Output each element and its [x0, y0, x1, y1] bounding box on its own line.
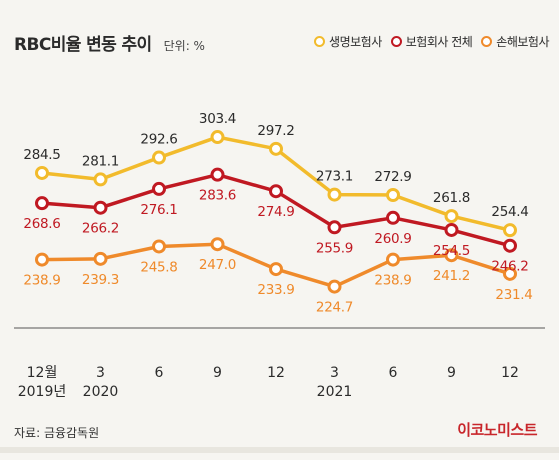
data-label: 246.2 — [491, 259, 528, 275]
data-point — [503, 223, 517, 238]
data-label: 281.1 — [82, 153, 119, 169]
data-point — [503, 238, 517, 253]
data-label: 245.8 — [140, 259, 177, 275]
data-point — [35, 196, 49, 211]
data-label: 274.9 — [257, 204, 294, 220]
data-point — [444, 222, 459, 237]
legend-item-nonlife: 손해보험사 — [481, 33, 549, 50]
data-point — [386, 187, 400, 202]
legend-label: 보험회사 전체 — [405, 35, 473, 49]
legend-marker-icon — [314, 36, 326, 47]
data-label: 273.1 — [316, 169, 353, 185]
data-point — [386, 252, 400, 267]
bottom-divider — [0, 447, 559, 453]
data-point — [269, 141, 283, 156]
legend-label: 손해보험사 — [496, 35, 549, 49]
data-label: 254.5 — [433, 243, 470, 259]
data-point — [269, 262, 283, 277]
data-point — [210, 167, 225, 182]
data-label: 238.9 — [23, 273, 60, 289]
data-label: 268.6 — [23, 216, 60, 232]
x-tick-label: 3 — [330, 365, 339, 381]
data-label: 238.9 — [374, 273, 411, 289]
data-point — [93, 251, 108, 266]
legend-label: 생명보험사 — [329, 35, 382, 49]
data-point — [35, 252, 49, 267]
data-label: 297.2 — [257, 123, 294, 139]
data-label: 292.6 — [140, 132, 177, 148]
data-point — [269, 184, 283, 199]
x-tick-label-year: 2020 — [83, 384, 119, 400]
x-tick-label-year: 2019년 — [18, 384, 67, 400]
data-label: 266.2 — [82, 221, 119, 237]
data-label: 284.5 — [23, 147, 60, 163]
data-label: 276.1 — [140, 202, 177, 218]
x-tick-label: 12 — [501, 365, 519, 381]
x-tick-label: 12월 — [27, 365, 58, 381]
x-tick-label: 12 — [267, 365, 285, 381]
data-point — [93, 172, 108, 187]
source-note: 자료: 금융감독원 — [14, 426, 100, 440]
x-tick-label: 6 — [389, 365, 398, 381]
x-tick-label: 9 — [447, 365, 456, 381]
data-point — [386, 210, 400, 225]
x-tick-label: 3 — [96, 365, 105, 381]
data-point — [444, 248, 459, 263]
data-point — [210, 237, 225, 252]
chart-title-row: RBC비율 변동 추이 단위: % — [14, 30, 205, 55]
data-point — [444, 209, 459, 224]
data-label: 261.8 — [433, 190, 470, 206]
data-label: 260.9 — [374, 231, 411, 247]
data-label: 239.3 — [82, 272, 119, 288]
chart-title: RBC비율 변동 추이 — [14, 35, 152, 55]
data-point — [327, 220, 342, 235]
data-label: 254.4 — [491, 204, 528, 220]
data-label: 233.9 — [257, 282, 294, 298]
data-label: 303.4 — [199, 111, 236, 127]
data-label: 247.0 — [199, 257, 236, 273]
unit-label: 단위: % — [163, 39, 205, 53]
data-label: 241.2 — [433, 268, 470, 284]
data-point — [152, 150, 166, 165]
legend-item-life: 생명보험사 — [314, 33, 382, 50]
legend-item-total: 보험회사 전체 — [390, 33, 473, 50]
legend-marker-icon — [390, 36, 402, 47]
data-point — [93, 200, 108, 215]
data-point — [210, 130, 225, 145]
data-point — [503, 266, 517, 281]
data-point — [327, 187, 342, 202]
data-point — [35, 165, 49, 180]
x-tick-label: 9 — [213, 365, 222, 381]
data-point — [152, 181, 166, 196]
publisher-logo: 이코노미스트 — [457, 421, 537, 439]
x-tick-label-year: 2021 — [317, 384, 353, 400]
data-label: 231.4 — [495, 287, 532, 303]
data-label: 272.9 — [374, 169, 411, 185]
data-label: 255.9 — [316, 240, 353, 256]
data-label: 224.7 — [316, 300, 353, 316]
data-point — [327, 279, 342, 294]
data-label: 283.6 — [199, 188, 236, 204]
legend: 생명보험사 보험회사 전체 손해보험사 — [305, 33, 549, 50]
data-point — [152, 239, 166, 254]
legend-marker-icon — [481, 36, 493, 47]
x-tick-label: 6 — [155, 365, 164, 381]
